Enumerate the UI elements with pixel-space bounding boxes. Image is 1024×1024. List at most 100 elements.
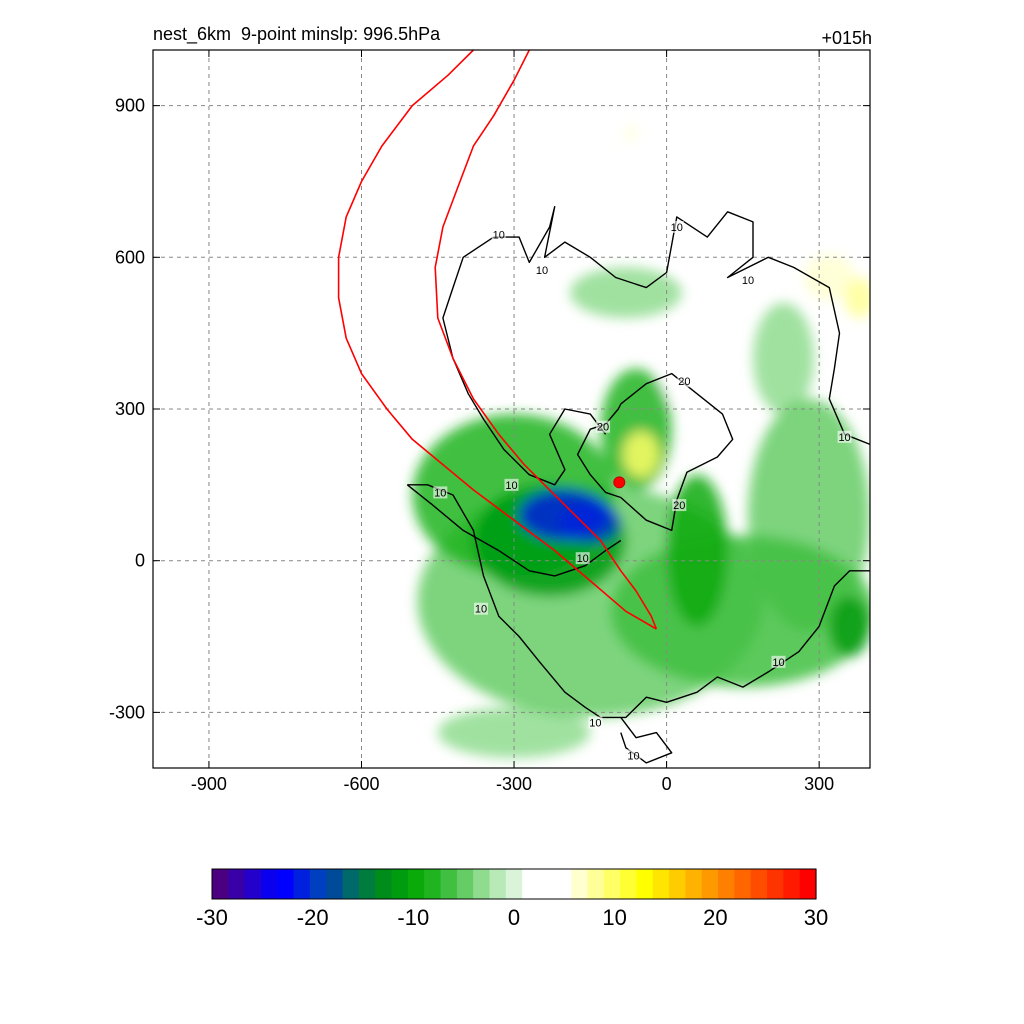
colorbar-cell (734, 869, 752, 899)
colorbar-cells (212, 869, 817, 899)
contour-label: 10 (838, 432, 850, 444)
colorbar-cell (489, 869, 507, 899)
x-tick-label: -600 (343, 774, 379, 794)
colorbar-tick-label: -10 (397, 905, 429, 930)
contour-label-bg (771, 655, 786, 668)
axis-ticks: -900 -600 -300 0 300 -300 0 300 600 900 (109, 50, 870, 794)
colorbar-cell (326, 869, 344, 899)
colorbar-cell (620, 869, 638, 899)
shading-blob (666, 474, 728, 627)
contour-line-10 (407, 484, 870, 719)
colorbar-cell (309, 869, 327, 899)
colorbar-cell (456, 869, 474, 899)
contour-line-10 (442, 236, 607, 486)
contour-line-10 (493, 206, 870, 446)
contour-label: 20 (673, 500, 685, 512)
colorbar-cell (554, 869, 572, 899)
colorbar-cell (587, 869, 605, 899)
contour-label: 10 (434, 487, 446, 499)
colorbar-cell (603, 869, 621, 899)
track-line (337, 50, 657, 630)
track-line (434, 50, 658, 630)
shading-blob (753, 302, 815, 415)
colorbar-cell (440, 869, 458, 899)
storm-center-markers (613, 476, 626, 489)
shading-blob (519, 489, 611, 541)
shading-blob (844, 277, 870, 318)
contour-label-bg (672, 499, 687, 512)
shading-blob (671, 249, 703, 276)
contour-label: 10 (671, 222, 683, 234)
contour-label: 20 (597, 422, 609, 434)
contour-label: 10 (742, 275, 754, 287)
colorbar-cell (669, 869, 687, 899)
contour-label-bg (504, 478, 519, 491)
colorbar-cell (407, 869, 425, 899)
colorbar-cell (375, 869, 393, 899)
colorbar-cell (212, 869, 229, 899)
contour-label-bg (588, 716, 603, 729)
contour-lines (406, 206, 870, 764)
x-tick-label: -900 (191, 774, 227, 794)
contour-line-20 (576, 372, 734, 532)
colorbar-cell (260, 869, 278, 899)
contour-label-bg (491, 228, 506, 241)
contour-label: 10 (493, 230, 505, 242)
contour-line-10 (406, 484, 622, 577)
colorbar-tick-label: 0 (508, 905, 520, 930)
shading-blob (569, 267, 682, 318)
contour-label-bg (575, 552, 590, 565)
colorbar-cell (424, 869, 442, 899)
contour-label: 20 (678, 376, 690, 388)
contour-label-bg (473, 602, 488, 615)
y-tick-label: 0 (135, 551, 145, 571)
colorbar-cell (342, 869, 360, 899)
contour-label: 10 (772, 657, 784, 669)
colorbar-tick-label: -30 (196, 905, 228, 930)
colorbar-cell (636, 869, 654, 899)
x-tick-label: 300 (804, 774, 834, 794)
x-tick-label: -300 (496, 774, 532, 794)
x-tick-label: 0 (662, 774, 672, 794)
colorbar-cell (783, 869, 801, 899)
colorbar-cell (652, 869, 670, 899)
colorbar-tick-label: 20 (703, 905, 727, 930)
contour-label-bg (740, 274, 755, 287)
colorbar-cell (799, 869, 817, 899)
storm-center-marker (613, 476, 626, 489)
colorbar-cell (538, 869, 556, 899)
colorbar-frame (211, 868, 817, 900)
shading-blob (803, 254, 855, 301)
colorbar-cell (505, 869, 523, 899)
colorbar-cell (701, 869, 719, 899)
colorbar-cell (571, 869, 589, 899)
contour-label-bg (596, 420, 611, 433)
contour-label: 10 (536, 265, 548, 277)
contour-label: 10 (505, 480, 517, 492)
forecast-hour-label: +015h (821, 28, 872, 48)
contour-line-10 (620, 716, 673, 764)
precip-shading (412, 127, 870, 758)
contour-labels: 10 10 10 10 20 20 10 10 20 10 10 10 10 10 10 (433, 220, 852, 762)
contour-label-bg (433, 486, 448, 499)
colorbar-cell (277, 869, 295, 899)
colorbar-tick-label: 10 (602, 905, 626, 930)
colorbar-tick-label: -20 (297, 905, 329, 930)
colorbar: -30 -20 -10 0 10 20 30 (196, 868, 828, 930)
contour-label-bg (837, 430, 852, 443)
chart-title: nest_6km 9-point minslp: 996.5hPa (153, 24, 441, 45)
colorbar-cell (228, 869, 246, 899)
contour-label-bg (677, 375, 692, 388)
shading-blob (521, 252, 537, 268)
storm-tracks (337, 50, 658, 630)
contour-label: 10 (627, 750, 639, 762)
contour-label: 10 (589, 717, 601, 729)
colorbar-cell (522, 869, 540, 899)
y-tick-label: 900 (115, 96, 145, 116)
contour-label-bg (669, 220, 684, 233)
colorbar-cell (767, 869, 784, 899)
shading-blob (623, 431, 659, 478)
contour-label: 10 (577, 553, 589, 565)
colorbar-cell (685, 869, 703, 899)
